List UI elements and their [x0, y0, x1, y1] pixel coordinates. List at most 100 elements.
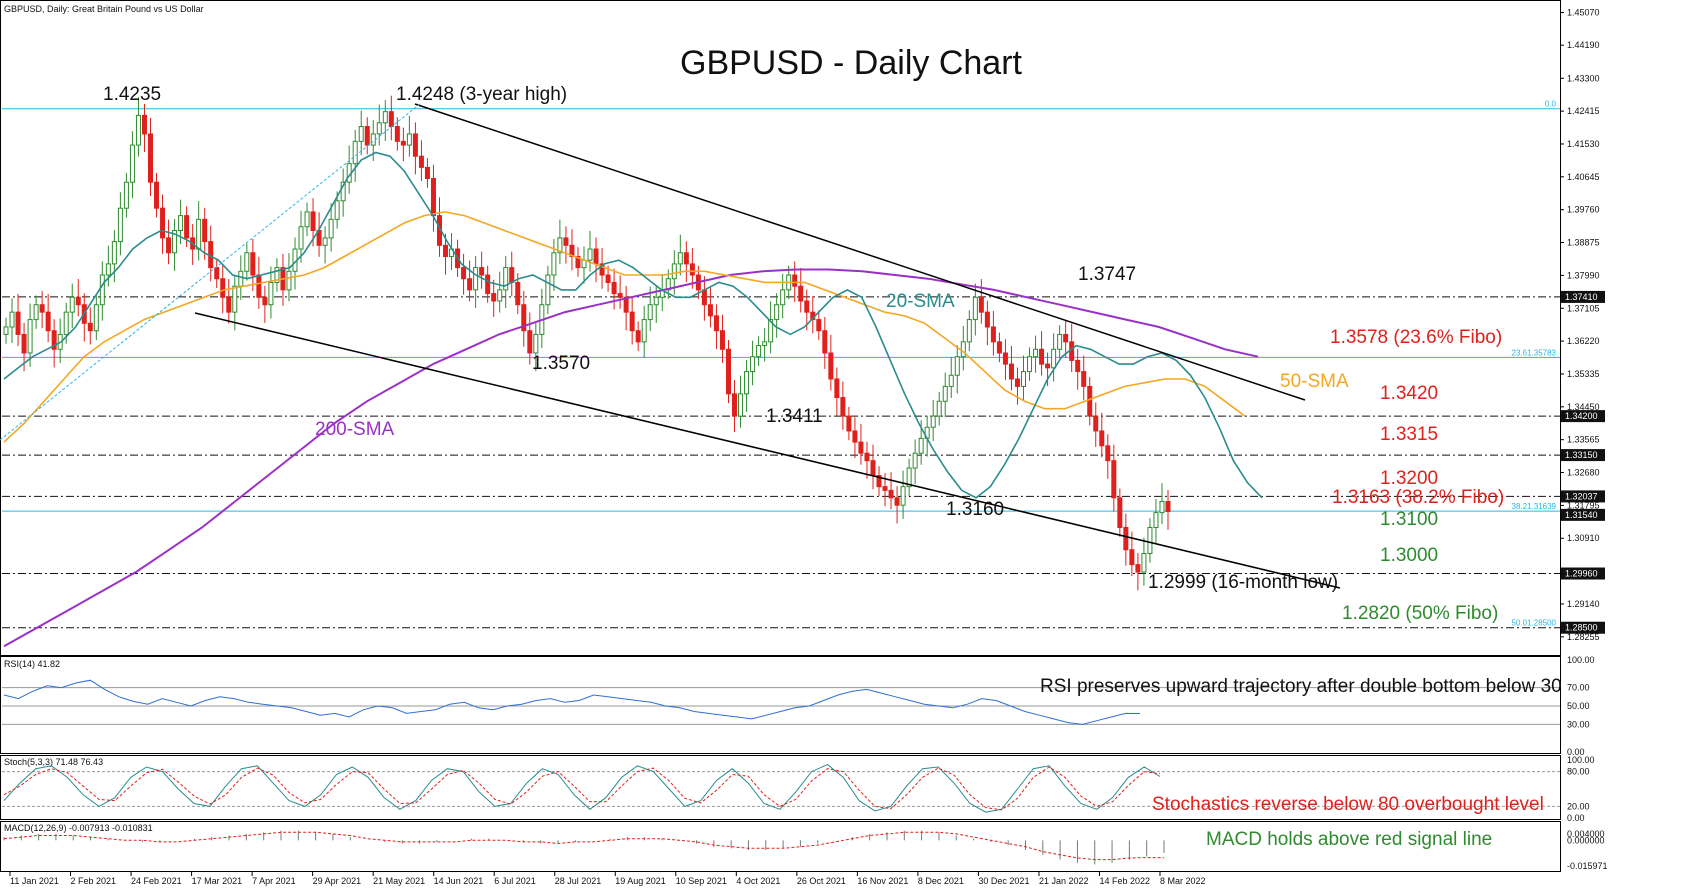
candle-bull	[1141, 552, 1147, 573]
candle-bear	[214, 267, 220, 280]
candle-bear	[160, 207, 166, 239]
label-1-4248: 1.4248 (3-year high)	[396, 84, 567, 105]
price-tick-label: 1.44190	[1567, 40, 1600, 50]
macd-panel-frame	[0, 821, 1561, 872]
label-fibo-38-2: 1.3163 (38.2% Fibo)	[1332, 487, 1504, 508]
candle-bull	[3, 326, 9, 335]
price-tick-label: 1.43300	[1567, 73, 1600, 83]
candle-bear	[876, 475, 882, 488]
rsi-annotation: RSI preserves upward trajectory after do…	[1040, 676, 1562, 697]
candle-bull	[370, 133, 376, 146]
candle-bear	[310, 211, 316, 231]
candle-bull	[123, 181, 129, 209]
candle-bull	[111, 241, 117, 265]
candle-bull	[9, 311, 15, 328]
label-1-3200: 1.3200	[1380, 468, 1438, 489]
candle-bull	[936, 400, 942, 417]
candle-bear	[87, 322, 93, 332]
candle-bear	[364, 126, 370, 146]
candle-bear	[45, 311, 51, 332]
price-tag-box	[1561, 567, 1605, 580]
candle-bear	[1081, 371, 1087, 387]
candle-bull	[322, 237, 328, 246]
candle-bear	[635, 330, 641, 343]
price-tag-label: 1.37410	[1565, 292, 1598, 302]
candle-bear	[527, 330, 533, 354]
candle-bear	[990, 326, 996, 343]
candle-bull	[129, 144, 135, 183]
stoch-title: Stoch(5,3,3) 71.48 76.43	[4, 757, 103, 767]
candle-bear	[21, 333, 27, 354]
label-1-4235: 1.4235	[103, 84, 161, 105]
candle-bear	[1075, 359, 1081, 373]
time-tick-label: 7 Apr 2021	[252, 876, 296, 886]
price-tag-label: 1.29960	[1565, 569, 1598, 579]
candle-bull	[244, 252, 250, 272]
candle-bull	[99, 274, 105, 306]
candle-bear	[521, 304, 527, 332]
candle-bull	[298, 226, 304, 250]
candle-bull	[750, 356, 756, 373]
time-tick-label: 2 Feb 2021	[71, 876, 117, 886]
price-axis: 1.45070 1.44190 1.43300 1.42415 1.41530 1.406…	[1560, 8, 1605, 642]
price-tick-label: 1.45070	[1567, 8, 1600, 18]
time-tick-label: 8 Mar 2022	[1160, 876, 1206, 886]
rsi-tick-label: 70.00	[1567, 683, 1590, 693]
label-1-3315: 1.3315	[1380, 424, 1438, 445]
candle-bear	[894, 497, 900, 506]
candle-bull	[948, 374, 954, 387]
candle-bear	[1063, 333, 1069, 343]
candle-bull	[382, 111, 388, 124]
candle-bull	[117, 207, 123, 243]
time-tick-label: 28 Jul 2021	[555, 876, 602, 886]
candle-bull	[340, 181, 346, 202]
label-fibo-23-6: 1.3578 (23.6% Fibo)	[1330, 327, 1502, 348]
candle-bear	[226, 296, 232, 313]
candle-bear	[412, 133, 418, 157]
price-tick-label: 1.39760	[1567, 205, 1600, 215]
price-tick-label: 1.30910	[1567, 533, 1600, 543]
candle-bull	[1027, 356, 1033, 373]
candle-bull	[587, 248, 593, 261]
candle-bear	[485, 274, 491, 295]
candle-bull	[744, 371, 750, 395]
candle-bear	[888, 489, 894, 499]
label-fibo-50: 1.2820 (50% Fibo)	[1342, 603, 1498, 624]
candle-bull	[406, 133, 412, 146]
candle-bull	[135, 114, 141, 146]
label-20-sma: 20-SMA	[886, 291, 955, 312]
time-tick-label: 10 Sep 2021	[676, 876, 727, 886]
rsi-indicator: 100.00 70.00 50.00 30.00 0.00	[2, 655, 1595, 757]
time-tick-label: 19 Aug 2021	[615, 876, 666, 886]
price-tag-label: 1.28500	[1565, 623, 1598, 633]
candle-bear	[629, 311, 635, 332]
candle-bull	[647, 304, 653, 321]
time-tick-label: 4 Oct 2021	[736, 876, 780, 886]
candle-bear	[1093, 415, 1099, 432]
candle-bear	[792, 274, 798, 287]
time-tick-label: 29 Apr 2021	[313, 876, 362, 886]
candle-bear	[816, 319, 822, 332]
candle-bear	[262, 296, 268, 306]
candle-bull	[69, 296, 75, 313]
fibo-level-label: 38.21.31639	[1512, 502, 1557, 511]
candle-bull	[268, 281, 274, 306]
price-tag-box	[1561, 508, 1605, 521]
candle-bear	[467, 278, 473, 291]
price-tick-label: 1.37990	[1567, 270, 1600, 280]
candle-bull	[352, 140, 358, 165]
label-1-2999: 1.2999 (16-month low)	[1148, 572, 1338, 593]
time-tick-label: 8 Dec 2021	[918, 876, 964, 886]
candle-bull	[178, 215, 184, 231]
stoch-panel-frame	[0, 755, 1561, 820]
chart-title: GBPUSD - Daily Chart	[680, 44, 1023, 82]
fibo-level-label: 0.0	[1545, 100, 1557, 109]
label-1-3160: 1.3160	[946, 499, 1004, 520]
candle-bull	[545, 274, 551, 306]
candle-bull	[172, 229, 178, 254]
candle-bear	[491, 293, 497, 302]
candle-bear	[1129, 549, 1135, 566]
candle-bull	[304, 211, 310, 228]
candle-bear	[1099, 430, 1105, 447]
